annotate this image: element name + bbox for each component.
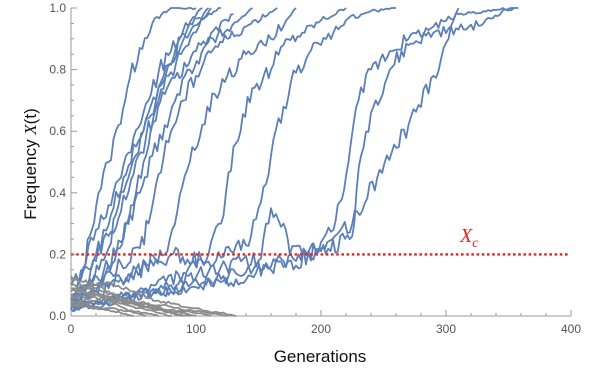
y-tick-label: 0.8 (49, 63, 66, 77)
fixed-trajectory-line (70, 7, 278, 305)
x-tick-label: 100 (186, 322, 206, 336)
y-axis-label-prefix: Frequency (21, 135, 40, 220)
x-tick-label: 200 (311, 322, 331, 336)
fixed-trajectory-line (70, 7, 212, 308)
fixed-trajectory-line (70, 7, 396, 313)
axes (70, 8, 571, 317)
fixed-trajectory-line (70, 7, 203, 286)
y-axis-label: Frequency X(t) (21, 108, 40, 219)
threshold-label: Xc (459, 225, 479, 251)
fixed-trajectory-line (70, 7, 347, 308)
lost-trajectory-line (70, 281, 237, 317)
ticks-layer: 0 100 200 300 400 0.0 0.2 0.4 0.6 0.8 1.0 (49, 1, 581, 336)
fixed-trajectory-line (70, 7, 210, 301)
lost-trajectory-line (70, 302, 159, 317)
y-tick-label: 1.0 (49, 1, 66, 15)
fixed-trajectory-line (70, 7, 519, 312)
series-layer (70, 7, 519, 317)
fixed-trajectory-line (70, 7, 197, 311)
lost-trajectory-line (70, 293, 172, 317)
lost-trajectory-line (70, 293, 228, 317)
y-axis-label-var: X (21, 124, 40, 136)
lost-trajectory-line (71, 287, 197, 317)
y-tick-label: 0.4 (49, 186, 66, 200)
fixed-trajectory-line (70, 7, 221, 301)
x-axis-label: Generations (274, 347, 367, 366)
y-tick-label: 0.0 (49, 309, 66, 323)
x-tick-label: 300 (436, 322, 456, 336)
fixed-trajectory-line (70, 7, 297, 306)
threshold-label-main: X (459, 225, 473, 247)
y-tick-label: 0.2 (49, 247, 66, 261)
x-tick-label: 0 (68, 322, 75, 336)
x-tick-label: 400 (561, 322, 581, 336)
y-tick-label: 0.6 (49, 124, 66, 138)
y-axis-label-arg: (t) (21, 108, 40, 124)
lost-trajectory-line (70, 302, 134, 317)
threshold-label-sub: c (472, 236, 479, 251)
